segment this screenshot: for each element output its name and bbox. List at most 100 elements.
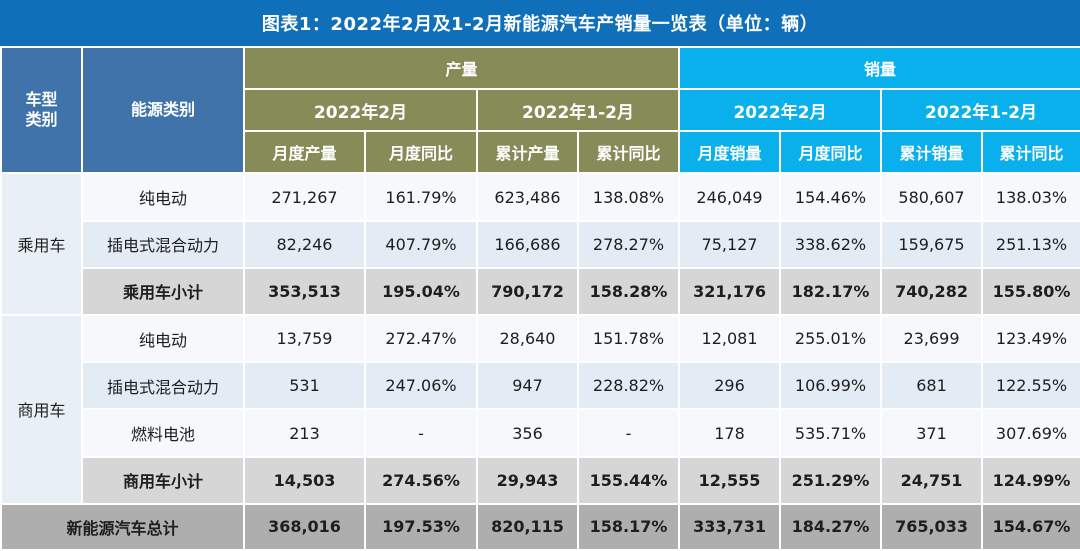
total-value-cell: 154.67% [981,502,1080,551]
value-cell: 155.80% [981,266,1080,317]
total-value-cell: 184.27% [779,502,883,551]
value-cell: 371 [880,408,984,458]
value-cell: 790,172 [476,266,579,317]
value-cell: 228.82% [576,361,681,411]
energy-type-cell: 纯电动 [81,172,245,222]
sales-month-header: 2022年2月 [678,88,883,133]
value-cell: 122.55% [981,361,1080,411]
value-cell: 251.29% [779,455,883,505]
vehicle-type-header-label: 车型 类别 [25,90,58,130]
table-row: 插电式混合动力 82,246 407.79% 166,686 278.27% 75,127… [1,219,1080,269]
value-cell: 307.69% [981,408,1080,458]
value-cell: 580,607 [880,172,984,222]
energy-type-cell: 燃料电池 [81,408,245,458]
value-cell: 255.01% [779,314,883,364]
energy-type-header: 能源类别 [81,45,245,175]
value-cell: 356 [476,408,579,458]
value-cell: 75,127 [678,219,782,269]
production-sales-table: 车型 类别 能源类别 产量 销量 2022年2月 2022年1-2月 2022年… [0,45,1080,551]
value-cell: 251.13% [981,219,1080,269]
value-cell: 138.08% [576,172,681,222]
value-cell: 12,555 [678,455,782,505]
column-header: 累计产量 [476,130,579,175]
table-row: 商用车小计 14,503 274.56% 29,943 155.44% 12,555 251… [1,455,1080,505]
column-header: 累计同比 [981,130,1080,175]
value-cell: 124.99% [981,455,1080,505]
value-cell: 154.46% [779,172,883,222]
table-row: 插电式混合动力 531 247.06% 947 228.82% 296 106.99% 681… [1,361,1080,411]
vehicle-type-header: 车型 类别 [0,45,83,175]
value-cell: 155.44% [576,455,681,505]
value-cell: 166,686 [476,219,579,269]
value-cell: 151.78% [576,314,681,364]
value-cell: 947 [476,361,579,411]
total-value-cell: 158.17% [576,502,681,551]
energy-type-cell: 插电式混合动力 [81,219,245,269]
column-header: 累计同比 [576,130,681,175]
value-cell: 159,675 [880,219,984,269]
table-row: 燃料电池 213-356-178 535.71% 371 307.69% [1,408,1080,458]
value-cell: 23,699 [880,314,984,364]
value-cell: 158.28% [576,266,681,317]
subtotal-label-cell: 乘用车小计 [81,266,245,317]
total-value-cell: 368,016 [243,502,366,551]
value-cell: 123.49% [981,314,1080,364]
column-header: 月度产量 [243,130,366,175]
value-cell: 29,943 [476,455,579,505]
value-cell: 178 [678,408,782,458]
table-title: 图表1：2022年2月及1-2月新能源汽车产销量一览表（单位：辆） [0,0,1080,46]
value-cell: 278.27% [576,219,681,269]
vehicle-category-cell: 乘用车 [0,172,83,317]
value-cell: 272.47% [364,314,478,364]
value-cell: 24,751 [880,455,984,505]
value-cell: 13,759 [243,314,366,364]
value-cell: 271,267 [243,172,366,222]
value-cell: 321,176 [678,266,782,317]
value-cell: 246,049 [678,172,782,222]
column-header: 月度同比 [364,130,478,175]
value-cell: 407.79% [364,219,478,269]
table-row: 乘用车 纯电动 271,267 161.79% 623,486 138.08% 246,04… [0,172,1080,317]
column-header: 月度销量 [678,130,782,175]
total-label-cell: 新能源汽车总计 [0,502,245,551]
value-cell: 623,486 [476,172,579,222]
sales-header: 销量 [678,45,1080,91]
value-cell: 12,081 [678,314,782,364]
energy-type-cell: 纯电动 [81,314,245,364]
total-value-cell: 820,115 [476,502,579,551]
total-value-cell: 197.53% [364,502,478,551]
value-cell: 195.04% [364,266,478,317]
value-cell: 14,503 [243,455,366,505]
value-cell: 28,640 [476,314,579,364]
table-row: 商用车 纯电动 13,759 272.47% 28,640 151.78% 12,081 25… [0,314,1080,505]
production-ytd-header: 2022年1-2月 [475,88,681,133]
value-cell: - [364,408,478,458]
value-cell: 106.99% [779,361,883,411]
value-cell: 338.62% [779,219,883,269]
value-cell: 213 [243,408,366,458]
column-header: 月度同比 [779,130,883,175]
production-header: 产量 [242,45,681,91]
value-cell: 531 [243,361,366,411]
table-row: 乘用车小计 353,513 195.04% 790,172 158.28% 321,176… [1,266,1080,317]
column-header: 累计销量 [880,130,984,175]
sales-ytd-header: 2022年1-2月 [880,88,1080,133]
value-cell: 296 [678,361,782,411]
value-cell: 161.79% [364,172,478,222]
energy-type-cell: 插电式混合动力 [81,361,245,411]
value-cell: - [576,408,681,458]
production-month-header: 2022年2月 [243,88,478,133]
total-value-cell: 333,731 [678,502,782,551]
value-cell: 535.71% [779,408,883,458]
value-cell: 82,246 [243,219,366,269]
total-value-cell: 765,033 [880,502,984,551]
value-cell: 247.06% [364,361,478,411]
value-cell: 138.03% [981,172,1080,222]
total-row: 新能源汽车总计 368,016 197.53% 820,115 158.17% 333,7… [0,502,1080,551]
value-cell: 681 [880,361,984,411]
vehicle-category-cell: 商用车 [0,314,83,505]
value-cell: 740,282 [880,266,984,317]
value-cell: 353,513 [243,266,366,317]
subtotal-label-cell: 商用车小计 [81,455,245,505]
value-cell: 274.56% [364,455,478,505]
